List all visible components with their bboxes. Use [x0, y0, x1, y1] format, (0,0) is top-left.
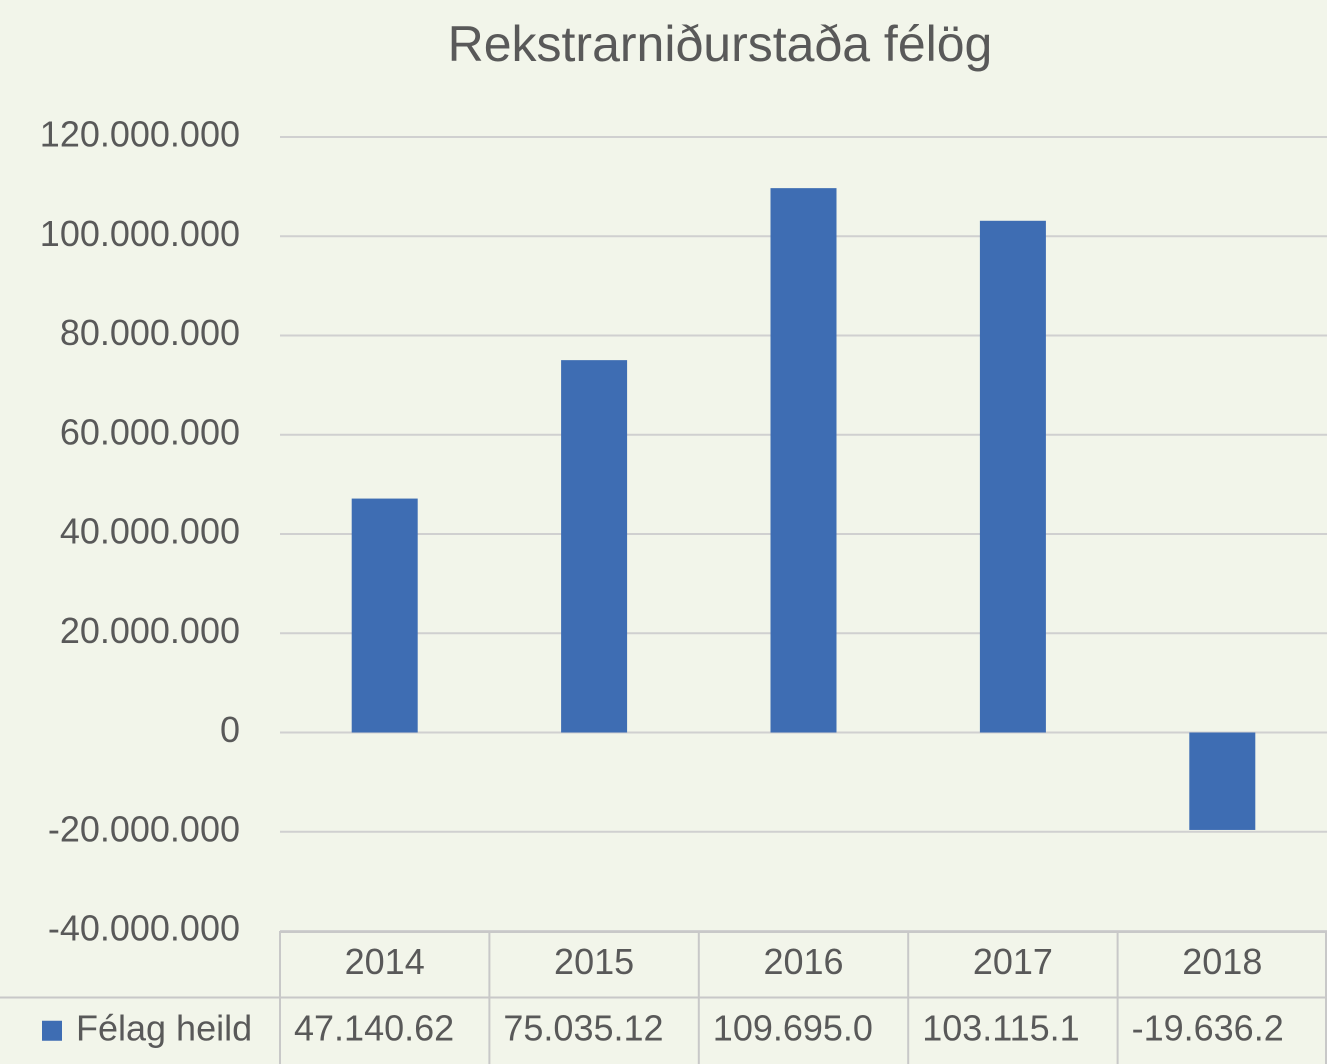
table-value: 47.140.62: [294, 1007, 454, 1048]
table-value: 109.695.0: [713, 1007, 873, 1048]
y-tick-label: 0: [220, 709, 240, 750]
bar: [770, 188, 837, 733]
x-tick-label: 2014: [345, 941, 425, 982]
x-tick-label: 2016: [763, 941, 843, 982]
y-tick-label: 20.000.000: [60, 610, 240, 651]
bar: [351, 498, 418, 733]
bar: [1189, 732, 1256, 830]
y-tick-label: 40.000.000: [60, 511, 240, 552]
y-tick-label: -40.000.000: [48, 908, 240, 949]
x-tick-label: 2018: [1182, 941, 1262, 982]
y-tick-label: 120.000.000: [40, 114, 240, 155]
table-value: -19.636.2: [1132, 1007, 1284, 1048]
table-value: 103.115.1: [922, 1007, 1079, 1048]
legend-label: Félag heild: [76, 1007, 252, 1048]
legend-swatch: [42, 1020, 62, 1041]
table-value: 75.035.12: [503, 1007, 663, 1048]
y-tick-label: 100.000.000: [40, 213, 240, 254]
bar: [561, 360, 628, 733]
y-tick-label: 60.000.000: [60, 411, 240, 452]
bar: [979, 220, 1046, 733]
x-tick-label: 2015: [554, 941, 634, 982]
y-tick-label: 80.000.000: [60, 312, 240, 353]
x-tick-label: 2017: [973, 941, 1053, 982]
chart-title: Rekstrarniðurstaða félög: [448, 16, 993, 72]
y-tick-label: -20.000.000: [48, 808, 240, 849]
